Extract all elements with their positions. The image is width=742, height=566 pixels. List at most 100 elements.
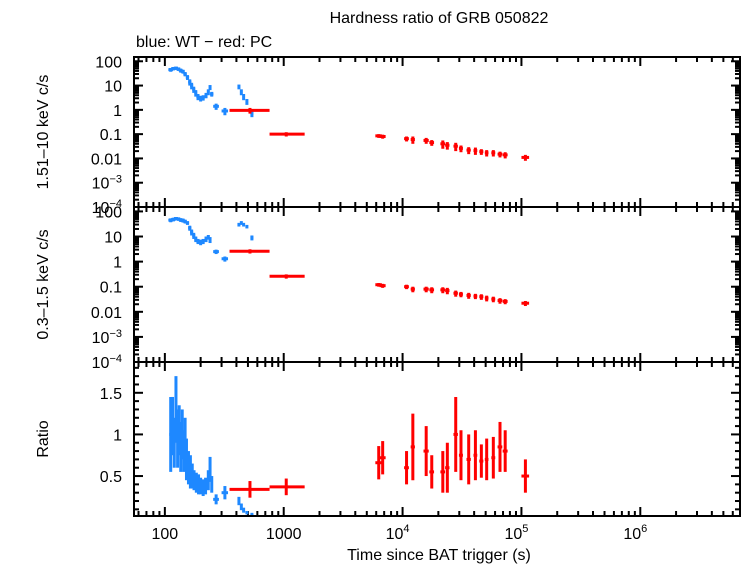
data-point	[484, 150, 489, 157]
data-point	[484, 295, 489, 302]
data-point	[188, 79, 192, 86]
data-point	[379, 134, 386, 139]
data-point	[199, 95, 203, 102]
data-point	[239, 221, 243, 225]
data-point	[229, 107, 270, 114]
series-wt	[169, 376, 254, 516]
y-tick-label: 10	[104, 79, 122, 96]
y-tick-label: 0.01	[91, 151, 122, 168]
data-point	[183, 72, 187, 77]
x-tick-label: 1000	[266, 526, 302, 543]
data-point	[423, 137, 429, 144]
data-point	[429, 140, 435, 146]
data-point	[502, 430, 508, 472]
data-point	[473, 147, 478, 155]
data-point	[192, 232, 196, 239]
data-point	[466, 292, 471, 299]
panel-frame	[133, 206, 741, 363]
data-point	[221, 256, 229, 262]
data-point	[479, 149, 484, 155]
y-axis-label: 0.3–1.5 keV c/s	[35, 229, 52, 339]
y-tick-label: 100	[95, 54, 122, 71]
data-point	[208, 237, 212, 244]
data-point	[229, 481, 270, 498]
data-point	[445, 142, 450, 150]
y-axis-label: 1.51–10 keV c/s	[35, 75, 52, 190]
data-point	[201, 479, 205, 497]
data-point	[245, 511, 249, 515]
data-point	[473, 430, 478, 481]
x-axis-label: Time since BAT trigger (s)	[347, 547, 531, 564]
data-point	[375, 446, 382, 480]
data-point	[201, 238, 205, 245]
data-point	[497, 151, 503, 158]
data-point	[491, 150, 496, 157]
data-point	[192, 86, 196, 93]
data-point	[423, 286, 429, 293]
data-point	[188, 225, 192, 231]
data-point	[199, 477, 203, 495]
data-point	[521, 300, 530, 307]
data-point	[190, 229, 194, 236]
y-tick-label: 10−3	[92, 174, 122, 193]
data-point	[410, 413, 415, 481]
data-point	[440, 451, 446, 493]
x-tick-label: 100	[152, 526, 179, 543]
data-point	[410, 286, 415, 293]
data-point	[237, 84, 241, 90]
data-point	[458, 291, 463, 298]
panel-frame	[133, 361, 741, 517]
data-point	[204, 477, 208, 495]
data-point	[221, 486, 229, 500]
data-point	[497, 298, 503, 304]
y-tick-label: 0.1	[100, 127, 122, 144]
data-point	[237, 496, 241, 506]
data-point	[181, 69, 185, 74]
y-tick-label: 100	[95, 204, 122, 221]
panel-bottom: 1.5 1 0.5 Ratio 100 1000 104 105 106	[35, 361, 741, 543]
data-point	[239, 89, 243, 96]
data-point	[491, 436, 496, 479]
series-wt	[168, 216, 254, 262]
data-point	[445, 287, 450, 295]
data-point	[423, 426, 429, 477]
data-point	[404, 451, 409, 485]
series-pc	[229, 249, 530, 307]
series-pc	[229, 396, 530, 498]
x-tick-label-exponent: 4	[403, 523, 409, 535]
data-point	[269, 478, 305, 496]
data-point	[440, 287, 446, 294]
data-point	[269, 132, 305, 137]
data-point	[484, 438, 489, 481]
x-tick-label-exponent: 6	[641, 523, 647, 535]
data-point	[213, 249, 219, 255]
panel-frame	[133, 56, 741, 208]
y-tick-label-exponent: −4	[109, 353, 122, 365]
data-point	[473, 293, 478, 300]
data-point	[479, 444, 484, 478]
data-point	[245, 224, 249, 229]
data-point	[453, 142, 458, 152]
data-point	[453, 396, 458, 472]
data-point	[429, 287, 435, 294]
y-tick-label: 1	[113, 103, 122, 120]
y-tick-label: 0.5	[100, 469, 122, 486]
y-tick-label: 10−4	[92, 353, 122, 372]
data-point	[458, 430, 463, 481]
y-tick-label: 0.1	[100, 280, 122, 297]
data-point	[445, 442, 450, 493]
series-wt	[168, 66, 254, 118]
data-point	[491, 296, 496, 303]
y-tick-label-exponent: −3	[109, 328, 122, 340]
data-point	[245, 98, 249, 105]
data-point	[196, 238, 200, 245]
data-point	[242, 222, 246, 227]
data-point	[497, 421, 503, 472]
chart-subtitle: blue: WT − red: PC	[136, 34, 272, 51]
data-point	[239, 503, 243, 511]
data-point	[521, 459, 530, 493]
data-point	[242, 507, 246, 513]
data-point	[210, 476, 214, 493]
